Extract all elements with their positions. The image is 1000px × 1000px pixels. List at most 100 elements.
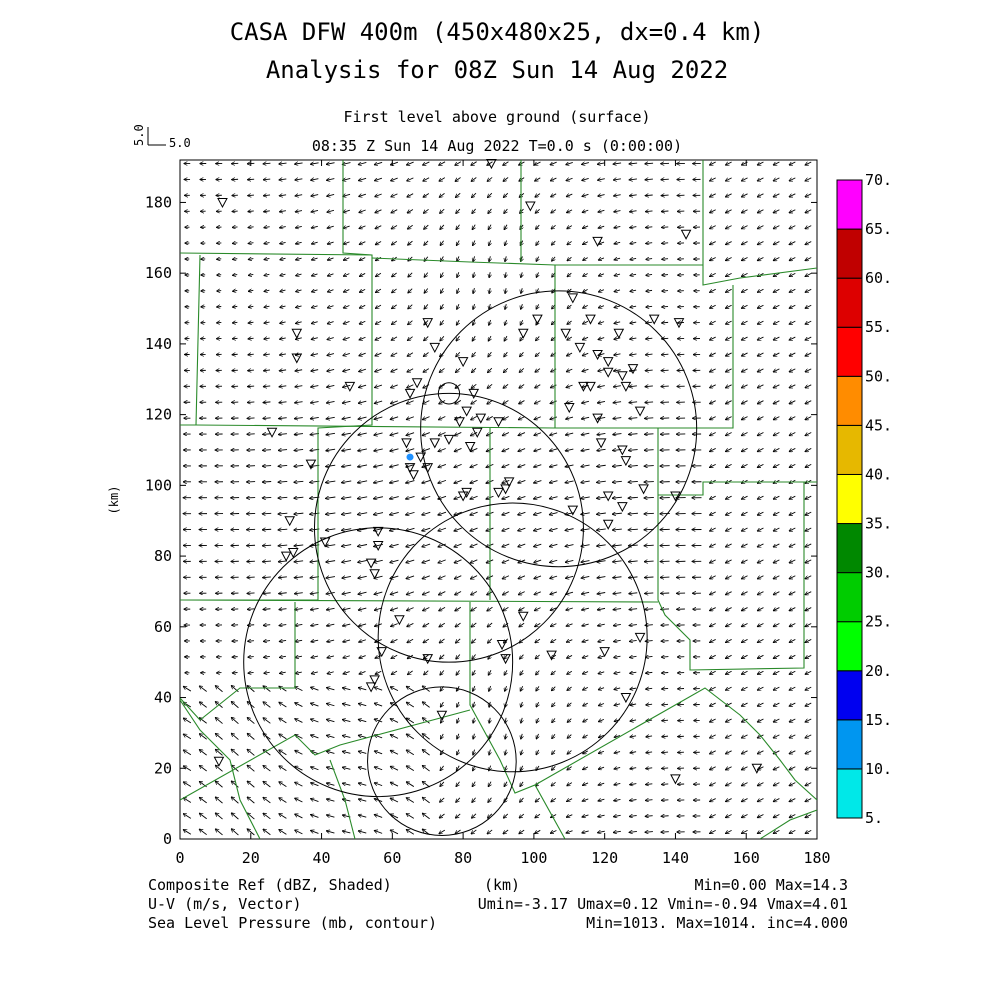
colorbar-swatch (836, 670, 863, 721)
wind-vector (264, 306, 270, 307)
wind-vector (390, 400, 399, 404)
wind-vector (278, 465, 288, 466)
wind-vector (326, 703, 335, 705)
wind-vector (358, 560, 367, 562)
wind-vector (359, 258, 366, 261)
wind-vector (473, 701, 475, 707)
wind-vector (247, 829, 255, 836)
footer-field-wind: U-V (m/s, Vector) (148, 895, 302, 913)
colorbar-label: 15. (865, 711, 892, 729)
wind-vector (645, 418, 654, 419)
wind-vector (295, 386, 303, 387)
wind-vector (375, 304, 382, 308)
wind-vector (343, 226, 350, 228)
wind-vector (343, 305, 350, 308)
wind-vector (503, 192, 509, 197)
wind-vector (644, 434, 654, 435)
wind-vector (391, 336, 398, 340)
wind-vector (439, 813, 445, 818)
wind-vector (342, 576, 351, 578)
wind-vector (295, 830, 303, 835)
wind-vector (374, 687, 383, 691)
wind-vector (536, 749, 539, 755)
wind-vector (503, 400, 509, 404)
wind-vector (422, 559, 431, 563)
wind-vector (263, 609, 271, 610)
wind-vector (662, 768, 669, 769)
wind-vector (263, 765, 271, 772)
wind-vector (406, 543, 415, 547)
wind-vector (457, 701, 459, 707)
wind-vector (535, 829, 541, 833)
wind-vector (423, 638, 430, 643)
wind-vector (248, 290, 254, 291)
wind-vector (504, 654, 508, 660)
wind-vector (423, 193, 430, 198)
wind-vector (342, 449, 352, 451)
wind-vector (342, 704, 351, 706)
wind-vector (359, 369, 367, 371)
wind-vector (358, 162, 367, 164)
wind-vector (280, 290, 286, 291)
wind-vector (518, 527, 526, 531)
wind-vector (343, 337, 350, 339)
x-tick-label: 180 (803, 849, 830, 867)
wind-vector (457, 256, 459, 261)
wind-vector (471, 829, 477, 834)
wind-vector (502, 479, 510, 483)
wind-vector (454, 559, 462, 563)
wind-vector (407, 177, 414, 181)
wind-vector (472, 367, 477, 372)
wind-vector (406, 448, 415, 452)
wind-vector (518, 448, 526, 452)
wind-vector (263, 718, 271, 724)
wind-vector (406, 559, 415, 563)
wind-vector (217, 259, 222, 260)
wind-vector (375, 336, 382, 340)
wind-vector (310, 417, 319, 418)
wind-vector (294, 449, 304, 450)
wind-vector (248, 672, 254, 673)
wind-vector (327, 210, 335, 212)
wind-vector (278, 545, 288, 546)
wind-vector (422, 527, 431, 531)
wind-vector (644, 545, 654, 546)
wind-vector (311, 290, 318, 292)
colorbar-swatch (836, 424, 863, 475)
y-tick-label: 120 (145, 406, 172, 424)
wind-vector (359, 289, 366, 292)
wind-vector (279, 814, 287, 819)
wind-vector (278, 513, 288, 514)
wind-vector (374, 783, 383, 787)
wind-vector (280, 258, 286, 259)
wind-vector (294, 418, 303, 419)
wind-vector (326, 545, 336, 546)
colorbar-label: 70. (865, 171, 892, 189)
y-tick-label: 60 (154, 618, 172, 636)
wind-vector (440, 781, 445, 787)
wind-vector (263, 750, 271, 756)
wind-vector (406, 400, 414, 404)
wind-vector (342, 163, 351, 165)
wind-vector (248, 211, 254, 212)
wind-vector (373, 513, 384, 515)
wind-vector (518, 495, 526, 499)
x-axis-unit-label: (km) (484, 876, 520, 894)
wind-vector (440, 733, 443, 739)
wind-vector (471, 192, 477, 197)
wind-vector (294, 593, 303, 594)
wind-vector (406, 830, 415, 835)
wind-vector (278, 577, 287, 578)
wind-vector (342, 465, 352, 467)
wind-vector (473, 303, 475, 309)
wind-vector (279, 766, 287, 772)
wind-vector (359, 656, 366, 659)
wind-vector (391, 225, 398, 228)
wind-vector (248, 354, 254, 355)
wind-vector (263, 829, 271, 836)
wind-vector (489, 303, 490, 309)
colorbar-swatch (836, 572, 863, 623)
wind-vector (279, 640, 287, 641)
wind-vector (295, 195, 303, 196)
wind-vector (438, 448, 446, 451)
